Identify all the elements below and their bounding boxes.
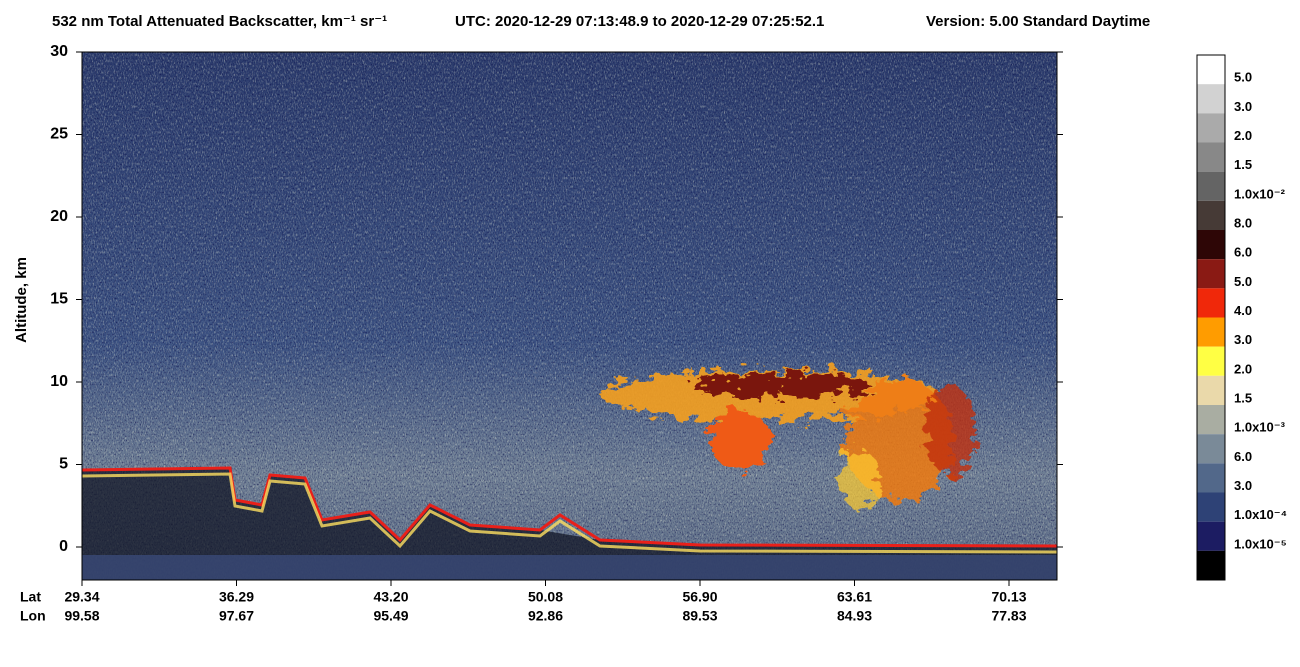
y-tick-label: 0 — [59, 538, 68, 555]
plot-frame — [81, 51, 1058, 581]
colorbar-label: 2.0 — [1234, 128, 1252, 143]
colorbar-label: 6.0 — [1234, 449, 1252, 464]
colorbar-label: 1.0x10⁻² — [1234, 186, 1286, 201]
x-row-label: Lon — [20, 608, 46, 624]
colorbar-swatch — [1197, 200, 1225, 230]
y-tick-label: 20 — [50, 208, 68, 225]
lat-tick-label: 56.90 — [682, 589, 717, 605]
colorbar-label: 6.0 — [1234, 245, 1252, 260]
colorbar-swatch — [1197, 492, 1225, 522]
colorbar-swatch — [1197, 259, 1225, 289]
lon-tick-label: 92.86 — [528, 608, 563, 624]
lon-tick-label: 95.49 — [373, 608, 408, 624]
colorbar-label: 2.0 — [1234, 361, 1252, 376]
lat-tick-label: 29.34 — [64, 589, 99, 605]
colorbar-label: 1.0x10⁻⁴ — [1234, 507, 1287, 522]
lon-tick-label: 77.83 — [991, 608, 1026, 624]
y-tick-label: 30 — [50, 43, 68, 60]
colorbar-label: 3.0 — [1234, 478, 1252, 493]
colorbar-frame — [1196, 54, 1226, 581]
colorbar-swatch — [1197, 375, 1225, 405]
y-axis-label: Altitude, km — [13, 257, 30, 343]
colorbar-swatch — [1197, 405, 1225, 435]
colorbar-swatch — [1197, 84, 1225, 114]
chart-subtitle: UTC: 2020-12-29 07:13:48.9 to 2020-12-29… — [455, 13, 824, 30]
colorbar-swatch — [1197, 434, 1225, 464]
lon-tick-label: 99.58 — [64, 608, 99, 624]
x-row-label: Lat — [20, 589, 41, 605]
colorbar-swatch — [1197, 55, 1225, 85]
lon-tick-label: 89.53 — [682, 608, 717, 624]
chart-title: 532 nm Total Attenuated Backscatter, km⁻… — [52, 13, 387, 30]
colorbar-swatch — [1197, 113, 1225, 143]
colorbar-label: 8.0 — [1234, 215, 1252, 230]
colorbar-label: 3.0 — [1234, 332, 1252, 347]
lon-tick-label: 84.93 — [837, 608, 872, 624]
colorbar-swatch — [1197, 288, 1225, 318]
backscatter-image — [82, 52, 1057, 580]
lon-tick-label: 97.67 — [219, 608, 254, 624]
lat-tick-label: 36.29 — [219, 589, 254, 605]
y-tick-label: 25 — [50, 126, 68, 143]
lat-tick-label: 70.13 — [991, 589, 1026, 605]
y-tick-label: 10 — [50, 373, 68, 390]
colorbar-swatch — [1197, 230, 1225, 260]
colorbar-swatch — [1197, 317, 1225, 347]
lat-tick-label: 43.20 — [373, 589, 408, 605]
colorbar-label: 3.0 — [1234, 99, 1252, 114]
colorbar-swatch — [1197, 171, 1225, 201]
colorbar-swatch — [1197, 346, 1225, 376]
colorbar-swatch — [1197, 550, 1225, 580]
colorbar-swatch — [1197, 463, 1225, 493]
colorbar-label: 1.5 — [1234, 157, 1252, 172]
colorbar-label: 1.0x10⁻⁵ — [1234, 536, 1287, 551]
y-tick-label: 5 — [59, 456, 68, 473]
lat-tick-label: 50.08 — [528, 589, 563, 605]
colorbar-swatch — [1197, 521, 1225, 551]
colorbar-label: 1.0x10⁻³ — [1234, 420, 1286, 435]
colorbar-label: 1.5 — [1234, 390, 1252, 405]
colorbar-swatch — [1197, 142, 1225, 172]
y-tick-label: 15 — [50, 291, 68, 308]
lat-tick-label: 63.61 — [837, 589, 872, 605]
colorbar-label: 4.0 — [1234, 303, 1252, 318]
colorbar-label: 5.0 — [1234, 70, 1252, 85]
version-label: Version: 5.00 Standard Daytime — [926, 13, 1150, 30]
colorbar-label: 5.0 — [1234, 274, 1252, 289]
